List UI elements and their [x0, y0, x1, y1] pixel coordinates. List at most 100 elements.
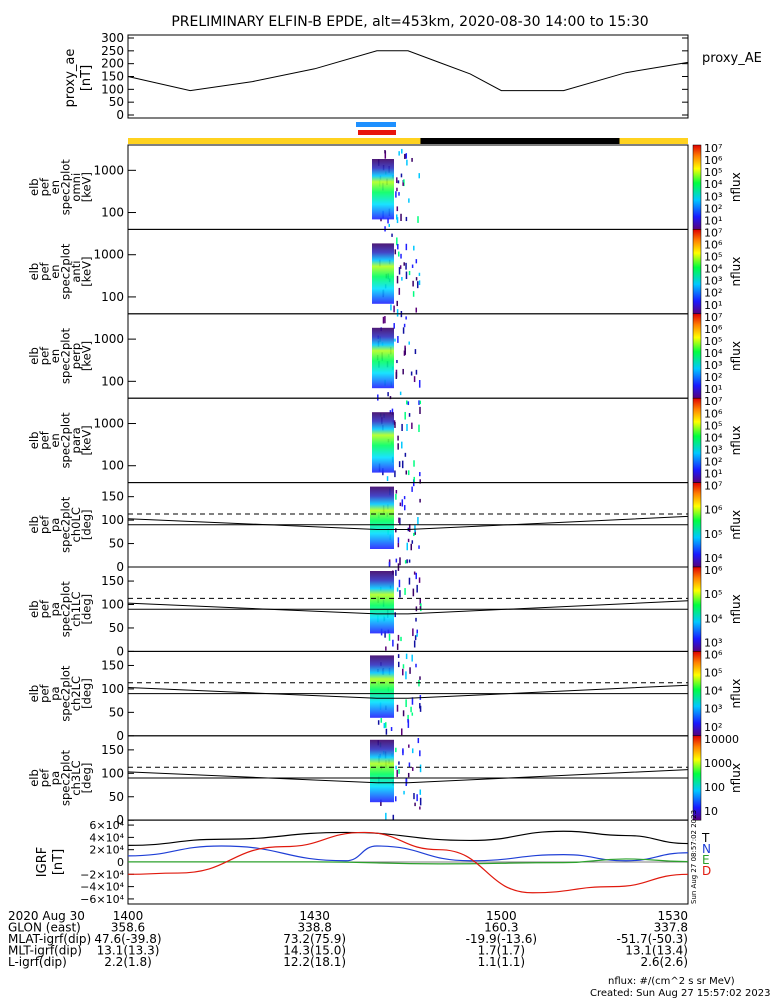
- spectrogram-cell: [412, 628, 414, 637]
- orbit-cell: 47.6(-39.8): [94, 932, 161, 946]
- spectrogram-cell: [404, 588, 406, 595]
- spectrogram-cell: [380, 799, 382, 806]
- colorbar-tick-label: 10⁵: [704, 588, 722, 601]
- colorbar: [692, 651, 702, 737]
- panel-ylabel: en: [48, 349, 62, 363]
- panel-tick-label: 1000: [93, 417, 124, 431]
- spectrogram-cell: [411, 654, 413, 662]
- colorbar-label: nflux: [729, 594, 743, 624]
- proxy-ae-legend: proxy_AE: [702, 51, 762, 66]
- spectrogram-cell: [407, 470, 410, 476]
- spectrogram-cell: [413, 640, 416, 648]
- science-zone-bar-blue: [356, 122, 396, 127]
- panel-ylabel: elb: [27, 685, 41, 703]
- spectrogram-cell: [419, 406, 421, 414]
- igrf-series-T: [127, 830, 689, 846]
- spectrogram-cell: [419, 797, 422, 806]
- igrf-series-E: [127, 858, 689, 865]
- sunlight-segment-sunlight: [128, 138, 421, 144]
- spectrogram-cell: [404, 347, 406, 355]
- spectrogram-cell: [405, 243, 408, 251]
- spectrogram-cell: [417, 517, 419, 525]
- spectrogram-cell: [394, 421, 396, 428]
- spectrogram-cell: [404, 411, 406, 420]
- spectrogram-cell: [385, 728, 388, 735]
- spectrogram-cell: [401, 423, 403, 432]
- spectrogram-cell: [377, 720, 380, 725]
- spectrogram-cell: [405, 470, 408, 475]
- igrf-legend-E: E: [702, 853, 710, 867]
- colorbar-label: nflux: [729, 510, 743, 540]
- spectrogram-core: [370, 739, 394, 803]
- spectrogram-cell: [397, 243, 399, 250]
- panel-ylabel: ch0LC: [69, 507, 83, 542]
- spectrogram-cell: [395, 569, 397, 576]
- spectrogram-cell: [419, 764, 422, 773]
- spectrogram-cell: [403, 262, 405, 266]
- spectrogram-cell: [405, 653, 408, 660]
- spectrogram-cell: [380, 717, 383, 723]
- colorbar-tick-label: 10000: [704, 733, 739, 746]
- orbit-cell: 1500: [486, 909, 517, 923]
- spectrogram-cell: [417, 216, 419, 223]
- panel-tick-label: 150: [101, 574, 124, 588]
- orbit-cell: 160.3: [484, 921, 518, 935]
- spectrogram-cell: [419, 479, 421, 484]
- spectrogram-cell: [407, 714, 409, 721]
- spectrogram-cell: [407, 538, 410, 543]
- spectrogram-cell: [415, 307, 418, 313]
- spectrogram-cell: [396, 275, 399, 284]
- panel-ylabel: omni: [69, 173, 83, 202]
- colorbar-tick-label: 10²: [704, 721, 722, 734]
- panel-ylabel: spec2plot: [59, 749, 73, 806]
- panel-ylabel: elb: [27, 263, 41, 281]
- panel-ylabel: [keV]: [80, 425, 94, 455]
- panel-ylabel: pef: [38, 683, 52, 702]
- panel-ylabel: spec2plot: [59, 412, 73, 469]
- igrf-tick-label: −4×10⁴: [80, 881, 124, 894]
- spectrogram-cell: [395, 747, 397, 753]
- spectrogram-cell: [406, 423, 408, 431]
- colorbar: [692, 229, 702, 315]
- colorbar-tick-label: 10⁶: [704, 504, 723, 517]
- colorbar-label: nflux: [729, 679, 743, 709]
- colorbar-tick-label: 10⁴: [704, 612, 723, 625]
- panel-ylabel: [keV]: [80, 257, 94, 287]
- sunlight-segment-eclipse: [420, 138, 620, 144]
- spectrogram-cell: [396, 704, 399, 712]
- panel-tick-label: 100: [101, 598, 124, 612]
- panel-ylabel: para: [69, 427, 83, 453]
- spectrogram-cell: [401, 441, 403, 449]
- spectrogram-cell: [396, 643, 399, 650]
- colorbar: [692, 397, 702, 483]
- panel-ylabel: spec2plot: [59, 665, 73, 722]
- spectrogram-cell: [415, 369, 418, 375]
- panel-ylabel: ch2LC: [69, 676, 83, 711]
- spectrogram-cell: [388, 633, 391, 641]
- spectrogram-cell: [397, 634, 400, 641]
- colorbar-tick-label: 10¹: [704, 468, 722, 481]
- spectrogram-cell: [385, 722, 387, 728]
- panel-ylabel: pef: [38, 515, 52, 534]
- igrf-tick-label: 0: [117, 856, 124, 869]
- panel-tick-label: 50: [109, 537, 124, 551]
- spectrogram-cell: [396, 206, 399, 212]
- panel-ylabel: perp: [69, 343, 83, 369]
- spectrogram-cell: [389, 396, 392, 400]
- spectrogram-cell: [402, 368, 404, 375]
- spectrogram-cell: [395, 493, 397, 500]
- spectrogram-cell: [416, 584, 418, 593]
- panel-ylabel: elb: [27, 769, 41, 787]
- loss-cone-line: [127, 515, 689, 530]
- spectrogram-cell: [410, 371, 413, 376]
- orbit-cell: 358.6: [111, 921, 145, 935]
- spectrogram-cell: [413, 476, 415, 482]
- spectrogram-core: [370, 486, 394, 549]
- spectrogram-cell: [387, 392, 389, 397]
- igrf-ylabel-unit: [nT]: [51, 849, 66, 875]
- panel-ylabel: pef: [38, 768, 52, 787]
- panel-tick-label: 0: [116, 644, 124, 658]
- panel-ylabel: en: [48, 264, 62, 278]
